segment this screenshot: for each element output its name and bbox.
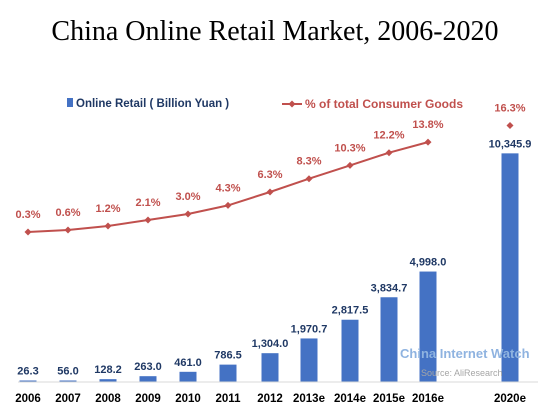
bar [99, 379, 117, 382]
bar [300, 338, 318, 382]
line-marker [144, 216, 152, 224]
bar-value-label: 3,834.7 [371, 282, 408, 294]
bar-series [19, 153, 519, 382]
bar-value-label: 10,345.9 [489, 138, 532, 150]
watermark: China Internet Watch Source: AliResearch [400, 346, 530, 378]
watermark-brand: China Internet Watch [400, 346, 530, 361]
line-value-label: 13.8% [412, 119, 443, 131]
line-value-label: 6.3% [257, 169, 282, 181]
legend-line-label: % of total Consumer Goods [305, 97, 463, 111]
x-tick-label: 2012 [257, 393, 283, 405]
legend-bar-label: Online Retail ( Billion Yuan ) [76, 98, 229, 110]
line-marker [346, 161, 354, 169]
line-series [24, 121, 514, 236]
x-tick-label: 2009 [135, 393, 161, 405]
x-axis-tick-labels: 2006 2007 2008 2009 2010 2011 2012 2013e 2014e 20… [15, 393, 526, 405]
line-marker [24, 228, 32, 236]
bar [261, 353, 279, 382]
line-marker [506, 121, 514, 129]
legend-line-marker [288, 100, 296, 108]
x-tick-label: 2014e [334, 393, 366, 405]
x-tick-label: 2013e [293, 393, 325, 405]
x-tick-label: 2008 [95, 393, 121, 405]
x-tick-label: 2010 [175, 393, 201, 405]
watermark-source: Source: AliResearch [421, 368, 503, 378]
line-value-label: 10.3% [334, 142, 365, 154]
x-tick-label: 2016e [412, 393, 444, 405]
bar [419, 271, 437, 382]
bar [179, 371, 197, 382]
line-marker [104, 222, 112, 230]
bar [59, 380, 77, 382]
line-value-label: 12.2% [373, 130, 404, 142]
line-marker [385, 149, 393, 157]
bar-value-label: 263.0 [134, 361, 162, 373]
line-value-label: 2.1% [135, 197, 160, 209]
bar-value-label: 461.0 [174, 357, 202, 369]
bar-value-label: 1,304.0 [252, 338, 289, 350]
bar-value-label: 128.2 [94, 364, 122, 376]
x-tick-label: 2020e [494, 393, 526, 405]
line-value-label: 3.0% [175, 191, 200, 203]
bar-value-label: 786.5 [214, 350, 242, 362]
line-value-labels: 0.3% 0.6% 1.2% 2.1% 3.0% 4.3% 6.3% 8.3% 10.3% 12.… [15, 102, 525, 221]
line-marker [424, 138, 432, 146]
bar-value-label: 4,998.0 [410, 257, 447, 269]
chart-title: China Online Retail Market, 2006-2020 [51, 16, 498, 47]
legend-bar-swatch [67, 98, 73, 107]
bar [19, 380, 37, 382]
line-marker [305, 175, 313, 183]
line-marker [224, 201, 232, 209]
line-marker [266, 188, 274, 196]
bar-value-label: 2,817.5 [332, 305, 369, 317]
x-tick-label: 2007 [55, 393, 81, 405]
line-value-label: 16.3% [494, 102, 525, 114]
bar [139, 376, 157, 382]
line-marker [64, 226, 72, 234]
bar [219, 364, 237, 382]
bar-value-labels: 26.3 56.0 128.2 263.0 461.0 786.5 1,304.01,970… [17, 138, 531, 377]
bar [341, 319, 359, 382]
legend: Online Retail ( Billion Yuan ) % of tota… [67, 97, 463, 111]
line-value-label: 0.6% [55, 207, 80, 219]
line-value-label: 0.3% [15, 209, 40, 221]
line-value-label: 1.2% [95, 203, 120, 215]
x-tick-label: 2011 [216, 393, 242, 405]
bar-value-label: 56.0 [57, 366, 78, 378]
line-value-label: 4.3% [215, 182, 240, 194]
line-marker [184, 210, 192, 218]
bar [501, 153, 519, 382]
bar [380, 297, 398, 382]
bar-value-label: 26.3 [17, 366, 38, 378]
line-value-label: 8.3% [296, 156, 321, 168]
bar-value-label: 1,970.7 [291, 323, 328, 335]
x-tick-label: 2015e [373, 393, 405, 405]
x-tick-label: 2006 [15, 393, 41, 405]
